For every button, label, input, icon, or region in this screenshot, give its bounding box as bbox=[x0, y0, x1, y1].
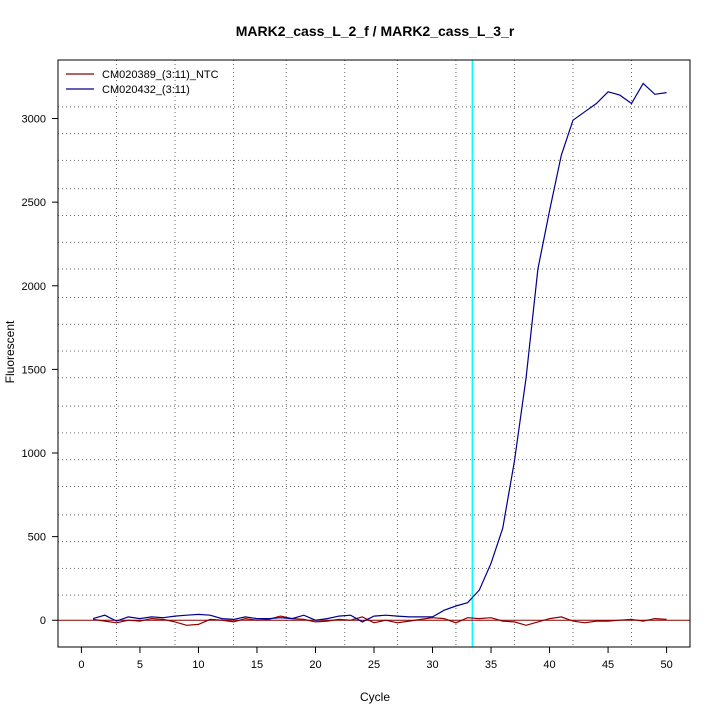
legend-label-1: CM020389_(3:11)_NTC bbox=[102, 69, 219, 81]
y-tick-label: 2000 bbox=[22, 281, 46, 293]
x-tick-label: 15 bbox=[251, 659, 263, 671]
x-tick-label: 0 bbox=[78, 659, 84, 671]
y-tick-label: 2500 bbox=[22, 197, 46, 209]
y-tick-label: 1000 bbox=[22, 448, 46, 460]
x-tick-label: 40 bbox=[543, 659, 555, 671]
x-tick-label: 25 bbox=[368, 659, 380, 671]
y-tick-label: 0 bbox=[40, 615, 46, 627]
x-tick-label: 50 bbox=[660, 659, 672, 671]
x-axis: 0 5 10 15 20 25 30 35 40 45 50 bbox=[78, 647, 673, 671]
legend-label-2: CM020432_(3:11) bbox=[102, 84, 190, 96]
series-layer bbox=[92, 82, 667, 626]
chart-title: MARK2_cass_L_2_f / MARK2_cass_L_3_r bbox=[236, 23, 515, 39]
y-tick-label: 1500 bbox=[22, 364, 46, 376]
y-axis-label: Fluorescent bbox=[3, 320, 17, 383]
legend: CM020389_(3:11)_NTC CM020432_(3:11) bbox=[66, 69, 219, 96]
x-tick-label: 35 bbox=[485, 659, 497, 671]
x-tick-label: 10 bbox=[192, 659, 204, 671]
x-tick-label: 30 bbox=[426, 659, 438, 671]
series-line-1 bbox=[93, 615, 667, 626]
x-tick-label: 45 bbox=[602, 659, 614, 671]
series-line-2 bbox=[92, 82, 667, 623]
x-axis-label: Cycle bbox=[360, 690, 390, 704]
plot-frame bbox=[57, 59, 691, 648]
grid-layer bbox=[58, 60, 691, 647]
y-tick-label: 500 bbox=[28, 532, 46, 544]
y-axis: 0 500 1000 1500 2000 2500 3000 bbox=[22, 114, 58, 627]
y-tick-label: 3000 bbox=[22, 114, 46, 126]
x-tick-label: 5 bbox=[137, 659, 143, 671]
x-tick-label: 20 bbox=[309, 659, 321, 671]
